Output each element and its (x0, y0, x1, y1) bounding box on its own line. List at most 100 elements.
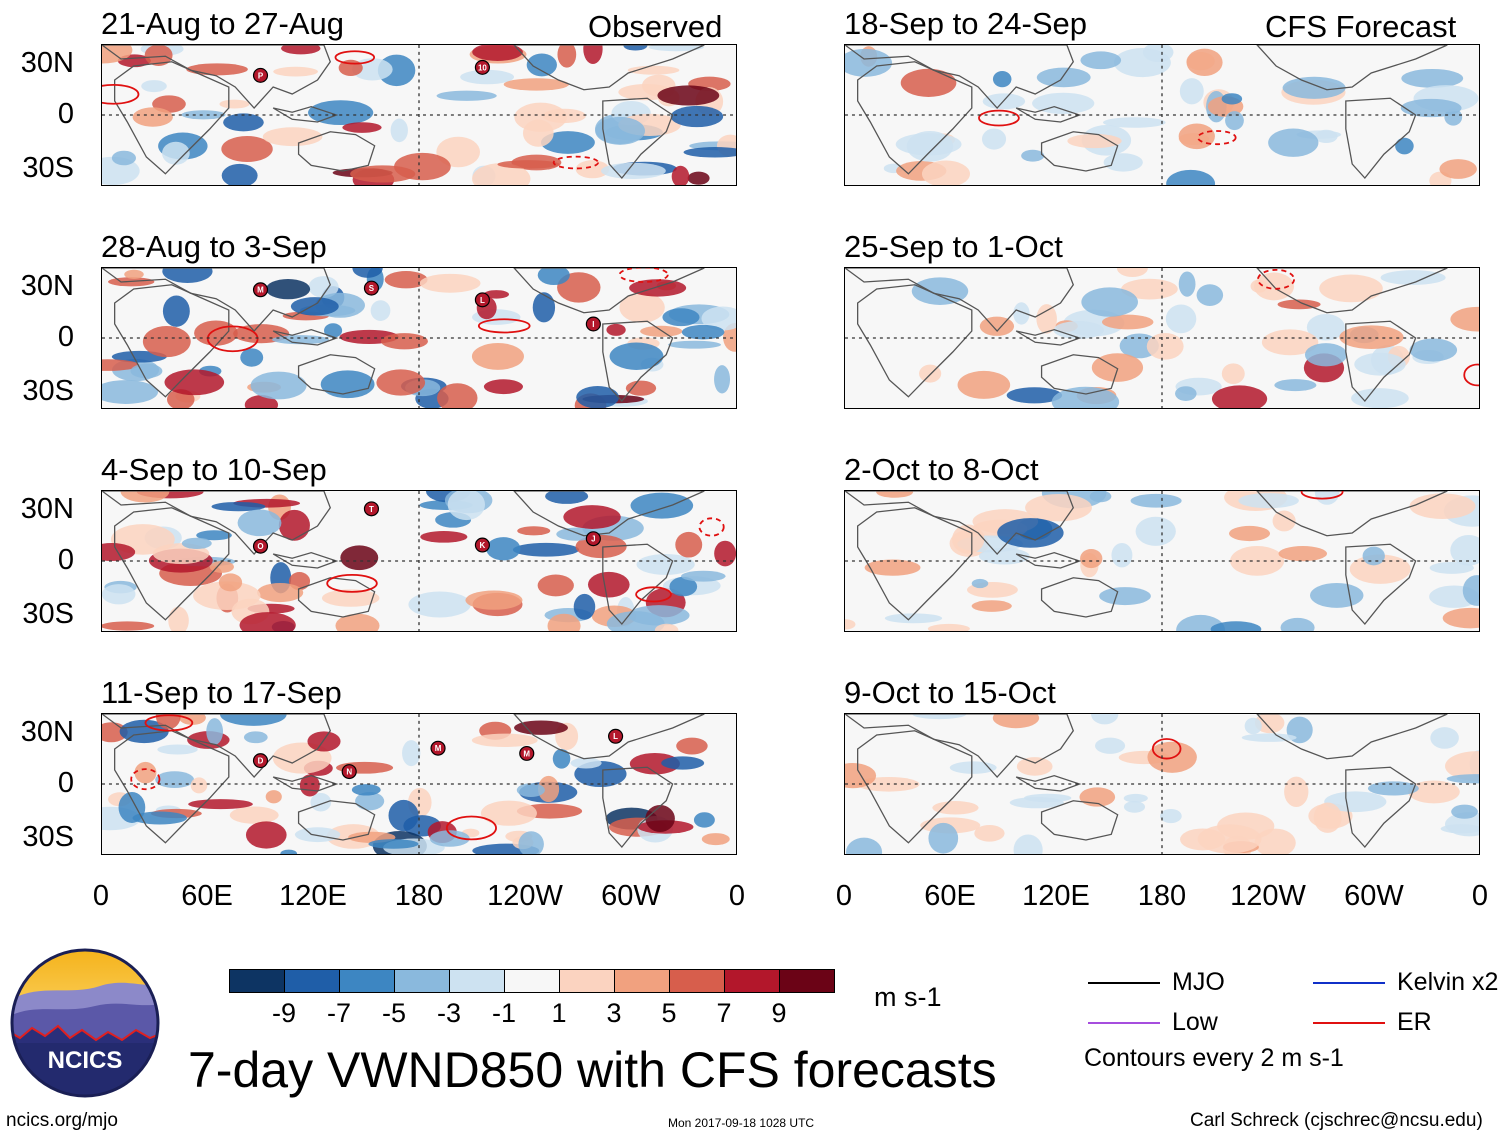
anomaly-shading (1228, 525, 1271, 542)
anomaly-shading (701, 833, 730, 846)
coastline (1040, 800, 1119, 841)
anomaly-shading (380, 333, 428, 350)
colorbar-tick-label: -9 (271, 998, 296, 1028)
coastline (114, 61, 230, 175)
anomaly-shading (164, 369, 225, 396)
anomaly-shading (102, 584, 136, 605)
x-tick-label: 60W (1344, 880, 1404, 912)
coastline (272, 774, 339, 792)
y-tick-label: 0 (57, 321, 74, 353)
anomaly-shading (429, 830, 470, 847)
y-tick-label: 30S (22, 597, 74, 630)
anomaly-shading (229, 806, 279, 824)
anomaly-shading (683, 147, 736, 158)
anomaly-shading (1095, 737, 1126, 754)
anomaly-shading (322, 589, 380, 607)
anomaly-shading (245, 821, 287, 849)
anomaly-shading (472, 163, 531, 185)
y-tick-label: 30S (22, 820, 74, 853)
colorbar-swatch (449, 969, 505, 993)
anomaly-shading (547, 613, 581, 631)
anomaly-shading (1080, 51, 1122, 70)
storm-icon (252, 538, 269, 554)
anomaly-shading (1238, 493, 1299, 509)
anomaly-shading (645, 805, 675, 833)
anomaly-shading (625, 380, 657, 396)
anomaly-shading (671, 165, 690, 185)
main-title: 7-day VWND850 with CFS forecasts (188, 1042, 997, 1098)
coastline (1015, 105, 1082, 123)
anomaly-shading (1103, 153, 1143, 172)
anomaly-shading (320, 370, 375, 399)
anomaly-shading (601, 162, 666, 179)
anomaly-shading (162, 141, 190, 165)
anomaly-shading (1080, 548, 1103, 569)
anomaly-shading (465, 590, 523, 610)
coastline (297, 354, 376, 395)
storm-icon (252, 753, 269, 769)
anomaly-shading (471, 733, 538, 748)
anomaly-shading (1051, 386, 1120, 408)
coastline (114, 284, 230, 398)
anomaly-shading (219, 99, 250, 109)
legend-label: Low (1172, 1008, 1218, 1036)
anomaly-shading (186, 63, 248, 76)
anomaly-shading (480, 800, 537, 826)
anomaly-shading (537, 268, 570, 286)
anomaly-shading (290, 297, 339, 316)
anomaly-shading (307, 731, 341, 752)
anomaly-shading (952, 524, 985, 554)
storm-marker: N (341, 764, 357, 780)
er-contour (477, 318, 531, 334)
anomaly-shading (188, 799, 253, 810)
y-tick-label: 30S (22, 151, 74, 184)
anomaly-shading (384, 271, 428, 289)
x-tick-label: 120W (487, 880, 563, 912)
anomaly-shading (864, 559, 921, 576)
anomaly-shading (209, 561, 234, 573)
anomaly-shading (657, 85, 720, 106)
anomaly-shading (522, 119, 554, 147)
anomaly-shading (1430, 727, 1459, 749)
anomaly-shading (997, 518, 1064, 548)
anomaly-shading (981, 128, 1007, 150)
storm-marker: S (363, 280, 380, 296)
anomaly-shading (609, 342, 664, 370)
anomaly-shading (1081, 287, 1138, 317)
x-tick-label: 0 (1471, 880, 1489, 912)
y-tick-label: 30N (20, 715, 74, 748)
anomaly-shading (1123, 801, 1146, 813)
storm-label: I (592, 320, 594, 329)
anomaly-shading (1409, 493, 1476, 519)
anomaly-shading (132, 811, 187, 825)
anomaly-shading (676, 737, 708, 755)
anomaly-shading (310, 792, 332, 812)
anomaly-shading (142, 325, 191, 358)
storm-label: S (369, 284, 374, 293)
anomaly-shading (714, 540, 736, 567)
anomaly-shading (1313, 802, 1342, 833)
anomaly-shading (1130, 493, 1182, 508)
anomaly-shading (1408, 780, 1460, 804)
anomaly-shading (670, 105, 724, 128)
anomaly-shading (693, 812, 715, 828)
anomaly-shading (350, 165, 416, 183)
anomaly-shading (280, 849, 298, 854)
anomaly-shading (1409, 338, 1458, 362)
er-contour (334, 50, 376, 65)
storm-marker: T (363, 501, 380, 517)
colorbar-tick-label: -7 (326, 998, 351, 1028)
panel-title: 21-Aug to 27-Aug (101, 6, 345, 41)
anomaly-shading (714, 365, 731, 394)
storm-icon (585, 316, 601, 332)
colorbar-swatch (779, 969, 835, 993)
colorbar-tick-label: -1 (491, 998, 516, 1028)
storm-icon (474, 292, 490, 308)
y-tick-label: 30S (22, 374, 74, 407)
coastline (1345, 543, 1417, 625)
anomaly-shading (1306, 314, 1345, 341)
anomaly-shading (563, 505, 621, 529)
map-panel: P 10 (101, 44, 737, 186)
x-tick-label: 0 (835, 880, 853, 912)
anomaly-shading (221, 136, 273, 163)
